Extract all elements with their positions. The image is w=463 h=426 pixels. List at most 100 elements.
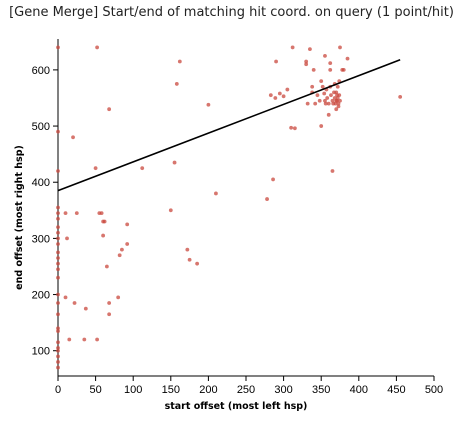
data-point: [341, 67, 346, 72]
data-point: [336, 101, 341, 106]
data-point: [310, 84, 315, 89]
data-point: [120, 247, 124, 252]
data-point: [311, 67, 316, 72]
data-point: [56, 169, 60, 173]
data-point: [174, 82, 179, 86]
data-point: [315, 93, 320, 98]
data-point: [304, 59, 309, 64]
data-point: [330, 169, 335, 173]
x-axis-label: start offset (most left hsp): [165, 401, 308, 412]
data-point: [56, 216, 60, 221]
data-point: [56, 261, 60, 266]
x-tick-label: 150: [162, 384, 180, 396]
data-point: [335, 96, 340, 100]
x-tick-label: 400: [350, 384, 368, 396]
data-point: [323, 53, 327, 58]
y-tick-label: 100: [32, 346, 50, 358]
data-point: [107, 107, 112, 112]
data-point: [177, 59, 182, 64]
data-point: [56, 236, 60, 241]
data-point: [185, 247, 190, 252]
data-point: [56, 301, 60, 305]
data-point: [292, 126, 297, 131]
data-point: [72, 301, 77, 305]
data-point: [338, 45, 342, 50]
data-point: [104, 264, 109, 269]
x-tick-label: 300: [274, 384, 292, 396]
data-point: [214, 191, 218, 196]
data-point: [125, 242, 130, 246]
y-axis-label: end offset (most right hsp): [14, 145, 25, 290]
x-tick-label: 0: [55, 384, 61, 396]
data-point: [56, 225, 60, 230]
x-tick-label: 350: [312, 384, 330, 396]
data-point: [317, 98, 322, 103]
data-point: [56, 329, 60, 333]
data-point: [319, 124, 324, 128]
data-point: [322, 91, 327, 96]
data-point: [56, 360, 60, 364]
data-point: [273, 96, 278, 100]
data-point: [305, 101, 310, 106]
data-point: [56, 354, 60, 359]
data-point: [56, 326, 60, 331]
data-point: [336, 104, 341, 109]
data-point: [289, 125, 294, 130]
data-point: [140, 166, 145, 171]
data-point: [326, 112, 331, 117]
data-point: [274, 59, 278, 64]
data-point: [107, 312, 112, 317]
data-point: [102, 219, 107, 224]
data-point: [290, 45, 295, 50]
data-point: [319, 79, 324, 84]
data-point: [168, 208, 173, 213]
data-point: [320, 84, 325, 89]
data-point: [125, 222, 130, 227]
data-point: [117, 253, 122, 258]
x-tick-label: 250: [237, 384, 255, 396]
x-tick-label: 200: [199, 384, 217, 396]
data-point: [56, 340, 60, 345]
data-point: [95, 337, 100, 342]
y-tick-label: 200: [32, 290, 50, 302]
data-point: [187, 257, 192, 262]
data-point: [56, 250, 60, 255]
x-tick-label: 500: [425, 384, 443, 396]
data-point: [329, 93, 333, 98]
data-point: [56, 346, 60, 350]
data-point: [268, 93, 273, 98]
x-tick-label: 50: [89, 384, 101, 396]
data-point: [63, 211, 68, 216]
y-tick-label: 400: [32, 177, 50, 189]
data-point: [328, 61, 333, 66]
data-point: [277, 91, 282, 96]
data-point: [65, 236, 69, 241]
data-point: [265, 197, 269, 201]
data-point: [56, 211, 60, 216]
data-point: [345, 56, 350, 61]
data-point: [308, 47, 312, 52]
y-tick-label: 500: [32, 121, 50, 133]
data-point: [101, 233, 106, 238]
data-point: [74, 211, 79, 216]
data-point: [206, 102, 211, 107]
data-point: [56, 365, 60, 370]
data-point: [107, 301, 112, 305]
regression-line: [57, 59, 401, 192]
data-point: [56, 129, 60, 134]
data-point: [56, 312, 60, 317]
data-point: [313, 101, 318, 106]
data-point: [56, 292, 60, 297]
data-point: [281, 94, 286, 99]
data-point: [63, 295, 68, 300]
data-point: [56, 45, 60, 50]
data-point: [332, 96, 337, 100]
x-tick-label: 100: [124, 384, 142, 396]
data-point: [398, 94, 403, 99]
data-point: [56, 230, 60, 235]
data-point: [304, 62, 309, 67]
data-point: [338, 98, 342, 103]
data-point: [56, 242, 60, 246]
data-point: [325, 96, 330, 100]
